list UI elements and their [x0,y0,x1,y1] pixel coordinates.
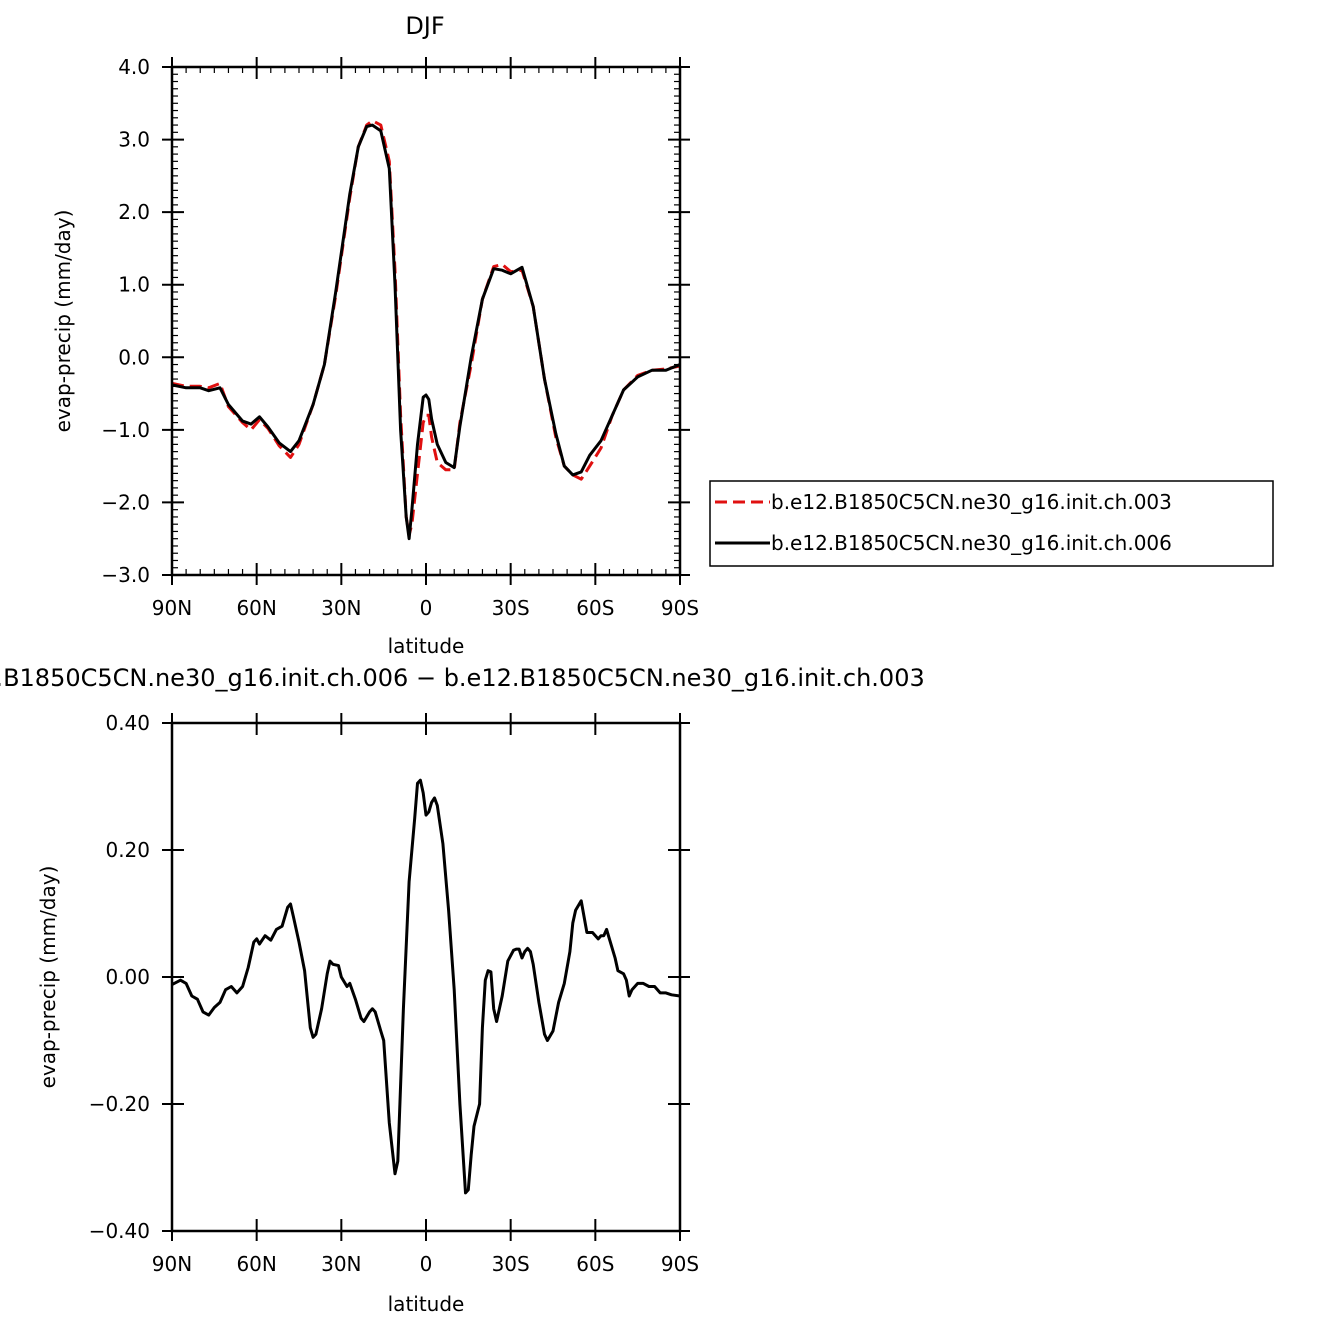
top-plot-frame [170,65,682,577]
y-tick-label: −0.20 [89,1092,150,1116]
legend-box [709,480,1274,567]
bottom-ticks: −0.40 −0.20 0.00 0.20 0.40 90N 60N 30N 0 30S 60S 90… [89,711,699,1276]
x-tick-label: 90N [152,1252,192,1276]
top-ticks: −3.0 −2.0 −1.0 0.0 1.0 2.0 3.0 4.0 90N 60N 30N 0 30S… [101,55,699,620]
y-tick-label: 0.40 [105,711,150,735]
bottom-x-axis-label: latitude [388,1292,465,1316]
y-tick-label: −0.40 [89,1219,150,1243]
bottom-y-axis-label: evap-precip (mm/day) [36,866,60,1089]
series-line-0 [171,119,681,537]
y-tick-label: −3.0 [101,563,150,587]
y-tick-label: 1.0 [118,273,150,297]
x-tick-label: 60S [576,596,614,620]
x-tick-label: 0 [420,1252,433,1276]
bottom-chart-title: b.e12.B1850C5CN.ne30_g16.init.ch.006 − b… [0,664,925,692]
x-tick-label: 30S [492,596,530,620]
legend-label-006: b.e12.B1850C5CN.ne30_g16.init.ch.006 [771,531,1172,555]
series-line-1 [171,123,681,541]
bottom-series-group [171,778,681,1195]
y-tick-label: −2.0 [101,490,150,514]
y-tick-label: 0.00 [105,965,150,989]
x-tick-label: 90N [152,596,192,620]
y-tick-label: 2.0 [118,200,150,224]
x-tick-label: 60N [236,596,276,620]
x-tick-label: 0 [420,596,433,620]
x-tick-label: 30N [321,596,361,620]
x-tick-label: 60N [236,1252,276,1276]
y-tick-label: 0.20 [105,838,150,862]
y-tick-label: −1.0 [101,418,150,442]
x-tick-label: 30N [321,1252,361,1276]
x-tick-label: 90S [661,596,699,620]
bottom-plot-frame [170,721,682,1233]
legend-label-003: b.e12.B1850C5CN.ne30_g16.init.ch.003 [771,490,1172,514]
legend: b.e12.B1850C5CN.ne30_g16.init.ch.003 b.e… [709,480,1274,567]
y-tick-label: 3.0 [118,128,150,152]
bottom-panel: b.e12.B1850C5CN.ne30_g16.init.ch.006 − b… [0,664,925,1316]
y-tick-label: 4.0 [118,55,150,79]
x-tick-label: 90S [661,1252,699,1276]
x-tick-label: 60S [576,1252,614,1276]
y-tick-label: 0.0 [118,345,150,369]
top-x-axis-label: latitude [388,634,465,658]
series-line-0 [171,778,681,1195]
x-tick-label: 30S [492,1252,530,1276]
top-chart-title: DJF [405,12,444,40]
top-series-group [171,119,681,541]
top-y-axis-label: evap-precip (mm/day) [51,210,75,433]
top-panel: DJF −3.0 −2.0 −1.0 0.0 1.0 2.0 3.0 4.0 90N 60N 30N… [51,12,699,658]
